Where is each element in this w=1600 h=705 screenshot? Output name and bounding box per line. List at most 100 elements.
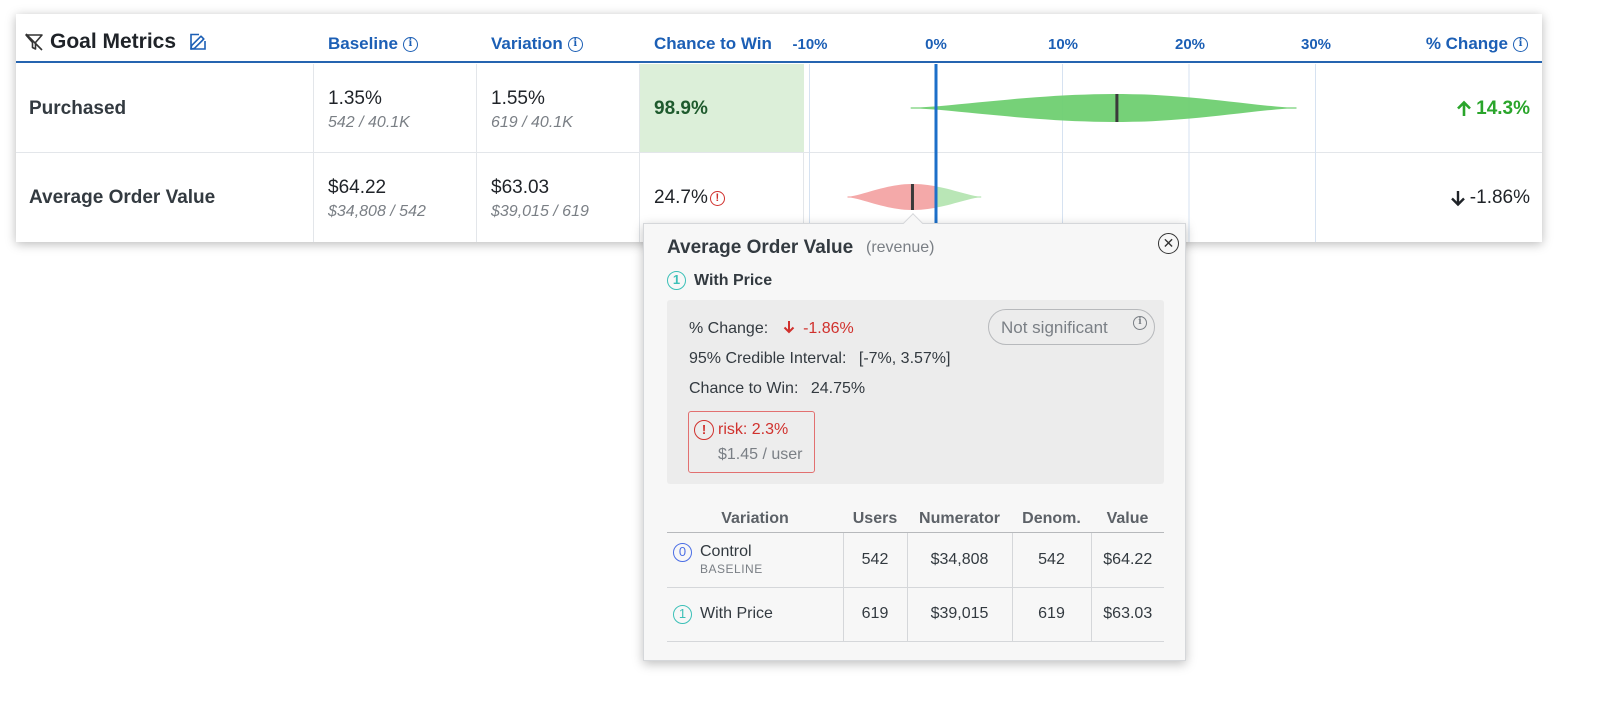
popup-metric-type: (revenue) bbox=[866, 239, 935, 256]
col-header-denom: Denom. bbox=[1012, 506, 1091, 533]
chance-to-win-cell: 98.9% bbox=[640, 64, 804, 152]
pct-change-label: % Change: bbox=[689, 320, 769, 337]
variation-sub: $39,015 / 619 bbox=[491, 203, 589, 220]
axis-tick-label: -10% bbox=[792, 36, 828, 53]
info-icon[interactable]: i bbox=[1133, 316, 1147, 330]
table-header: Goal Metrics Baseline i Variation i Chan… bbox=[16, 14, 1542, 63]
info-icon[interactable]: i bbox=[1513, 36, 1528, 52]
info-icon[interactable]: i bbox=[567, 36, 583, 52]
table-row: 0 Control BASELINE 542 $34,808 542 $64.2… bbox=[667, 532, 1164, 588]
variation-cell: 0 Control BASELINE bbox=[667, 532, 843, 588]
baseline-header-label: Baseline bbox=[328, 34, 398, 53]
risk-box: ! risk: 2.3% $1.45 / user bbox=[688, 411, 815, 473]
variation-header-label: Variation bbox=[491, 34, 563, 53]
axis-tick-label: 10% bbox=[1047, 36, 1079, 53]
variation-name: Control bbox=[700, 543, 752, 560]
pct-change-header-label: % Change bbox=[1425, 34, 1508, 53]
popup-variation-name: With Price bbox=[694, 271, 773, 289]
chance-to-win-line: Chance to Win: 24.75% bbox=[689, 380, 865, 398]
section-title: Goal Metrics bbox=[24, 30, 208, 54]
pct-change-text: -1.86% bbox=[1469, 187, 1530, 208]
variation-badge: 1 bbox=[667, 271, 686, 290]
metric-name: Average Order Value bbox=[29, 187, 216, 208]
table-header-row: Variation Users Numerator Denom. Value bbox=[667, 506, 1164, 533]
warning-icon[interactable]: ! bbox=[709, 190, 725, 206]
metric-name: Purchased bbox=[29, 98, 127, 119]
ci-label: 95% Credible Interval: bbox=[689, 350, 847, 367]
col-header-value: Value bbox=[1091, 506, 1164, 533]
col-header-numerator: Numerator bbox=[907, 506, 1012, 533]
baseline-tag: BASELINE bbox=[700, 562, 763, 576]
popup-variation: 1 With Price bbox=[667, 271, 772, 290]
users-cell: 619 bbox=[842, 587, 907, 642]
popup-stats-panel: % Change: -1.86% 95% Credible Interval: … bbox=[667, 300, 1164, 484]
col-header-users: Users bbox=[843, 506, 907, 533]
metric-row-purchased[interactable]: Purchased 1.35% 542 / 40.1K 1.55% 619 / … bbox=[16, 64, 1542, 153]
variation-cell: 1 With Price bbox=[667, 587, 843, 642]
pct-change-figure: -1.86% bbox=[803, 320, 854, 337]
pct-change-column-header: % Change i bbox=[1426, 34, 1528, 54]
close-icon[interactable]: ✕ bbox=[1158, 233, 1179, 254]
goal-metrics-title: Goal Metrics bbox=[50, 30, 177, 53]
baseline-sub: 542 / 40.1K bbox=[328, 114, 410, 131]
baseline-value: $64.22 bbox=[328, 177, 387, 198]
arrow-down-icon bbox=[783, 321, 794, 334]
axis-tick-label: 30% bbox=[1300, 36, 1332, 53]
baseline-sub: $34,808 / 542 bbox=[328, 203, 426, 220]
info-icon[interactable]: i bbox=[402, 36, 418, 52]
column-divider bbox=[476, 64, 477, 242]
column-divider bbox=[639, 64, 640, 242]
metric-tooltip-popup: Average Order Value (revenue) ✕ 1 With P… bbox=[643, 213, 1186, 661]
variation-badge: 0 bbox=[673, 543, 692, 562]
numerator-cell: $39,015 bbox=[906, 587, 1012, 642]
arrow-down-icon bbox=[1450, 191, 1465, 207]
variation-column-header: Variation i bbox=[491, 34, 583, 54]
chance-to-win-value: 24.7% bbox=[654, 187, 708, 208]
baseline-value: 1.35% bbox=[328, 88, 382, 109]
risk-value: risk: 2.3% bbox=[718, 421, 789, 438]
column-divider bbox=[313, 64, 314, 242]
chance-header-label: Chance to Win bbox=[654, 34, 772, 53]
ci-value: [-7%, 3.57%] bbox=[858, 350, 951, 367]
risk-per-user: $1.45 / user bbox=[718, 446, 803, 463]
variation-name: With Price bbox=[700, 605, 773, 622]
pct-change-line: % Change: -1.86% bbox=[689, 320, 854, 338]
chance-to-win-value: 98.9% bbox=[654, 98, 708, 119]
significance-text: Not significant bbox=[1001, 318, 1108, 337]
ctw-label: Chance to Win: bbox=[689, 380, 799, 397]
variation-table: Variation Users Numerator Denom. Value 0… bbox=[667, 506, 1164, 642]
variation-value: $63.03 bbox=[491, 177, 550, 198]
pct-change-text: 14.3% bbox=[1476, 98, 1530, 119]
axis-tick-label: 20% bbox=[1174, 36, 1206, 53]
pct-change-value: -1.86% bbox=[1450, 187, 1530, 209]
baseline-column-header: Baseline i bbox=[328, 34, 418, 54]
violin-aov-positive bbox=[936, 186, 982, 208]
table-row: 1 With Price 619 $39,015 619 $63.03 bbox=[667, 587, 1164, 642]
chance-to-win-cell: 24.7% ! bbox=[654, 187, 725, 209]
filter-off-icon[interactable] bbox=[24, 32, 44, 52]
chance-column-header: Chance to Win bbox=[654, 34, 772, 54]
variation-badge: 1 bbox=[673, 604, 692, 624]
numerator-cell: $34,808 bbox=[906, 532, 1012, 588]
credible-interval-line: 95% Credible Interval: [-7%, 3.57%] bbox=[689, 350, 950, 368]
value-cell: $63.03 bbox=[1090, 587, 1164, 642]
edit-icon[interactable] bbox=[188, 32, 208, 52]
col-header-variation: Variation bbox=[667, 506, 843, 533]
popup-title: Average Order Value bbox=[667, 237, 854, 258]
ctw-value: 24.75% bbox=[810, 380, 866, 397]
significance-badge: Not significant i bbox=[988, 309, 1155, 345]
denom-cell: 542 bbox=[1011, 532, 1091, 588]
violin-purchased bbox=[910, 94, 1297, 122]
value-cell: $64.22 bbox=[1090, 532, 1164, 588]
column-divider bbox=[803, 64, 804, 242]
violin-chart bbox=[809, 64, 1316, 242]
arrow-up-icon bbox=[1457, 100, 1472, 116]
users-cell: 542 bbox=[842, 532, 907, 588]
pct-change-value: 14.3% bbox=[1456, 98, 1530, 120]
denom-cell: 619 bbox=[1011, 587, 1091, 642]
goal-metrics-card: Goal Metrics Baseline i Variation i Chan… bbox=[16, 14, 1542, 242]
axis-tick-label: 0% bbox=[925, 36, 947, 53]
metric-row-average-order-value[interactable]: Average Order Value $64.22 $34,808 / 542… bbox=[16, 153, 1542, 242]
variation-sub: 619 / 40.1K bbox=[491, 114, 573, 131]
warning-icon: ! bbox=[694, 420, 714, 440]
